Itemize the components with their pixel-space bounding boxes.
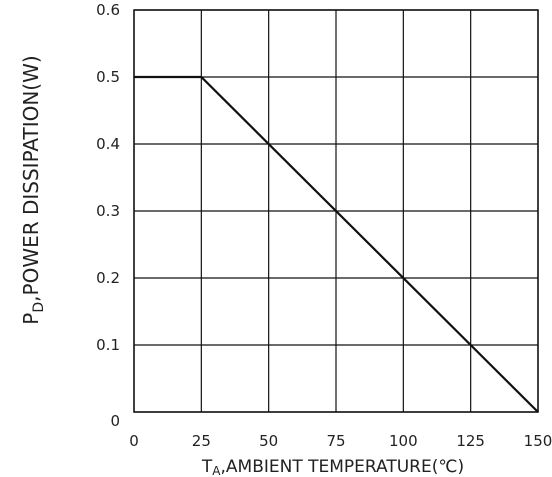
y-tick-label: 0.1 [96, 336, 120, 354]
y-tick-label: 0.4 [96, 135, 120, 153]
y-axis-label-sub: D [31, 302, 47, 313]
x-tick-label: 100 [389, 432, 418, 450]
power-dissipation-curve [134, 75, 539, 413]
y-tick-label: 0.2 [96, 269, 120, 287]
x-tick-label: 25 [192, 432, 211, 450]
y-tick-label: 0.6 [96, 1, 120, 19]
y-tick-label: 0.3 [96, 202, 120, 220]
x-axis-label: TA,AMBIENT TEMPERATURE(℃) [201, 457, 464, 477]
x-axis-label-rest: ,AMBIENT TEMPERATURE(℃) [221, 457, 465, 477]
y-tick-label: 0.5 [96, 68, 120, 86]
x-tick-label: 50 [259, 432, 278, 450]
x-tick-label: 125 [456, 432, 485, 450]
x-tick-label: 0 [129, 432, 139, 450]
plot-frame [133, 9, 539, 413]
y-axis-label-rest: ,POWER DISSIPATION(W) [19, 55, 43, 302]
x-tick-labels: 0 25 50 75 100 125 150 [129, 432, 552, 450]
x-tick-label: 150 [524, 432, 552, 450]
y-tick-label: 0 [110, 412, 120, 430]
y-axis-label-prefix: P [19, 313, 43, 325]
y-axis-label: PD,POWER DISSIPATION(W) [19, 55, 47, 324]
x-axis-label-prefix: T [201, 457, 213, 477]
y-tick-labels: 0 0.1 0.2 0.3 0.4 0.5 0.6 [96, 1, 120, 430]
x-tick-label: 75 [326, 432, 345, 450]
x-axis-label-sub: A [212, 464, 221, 477]
